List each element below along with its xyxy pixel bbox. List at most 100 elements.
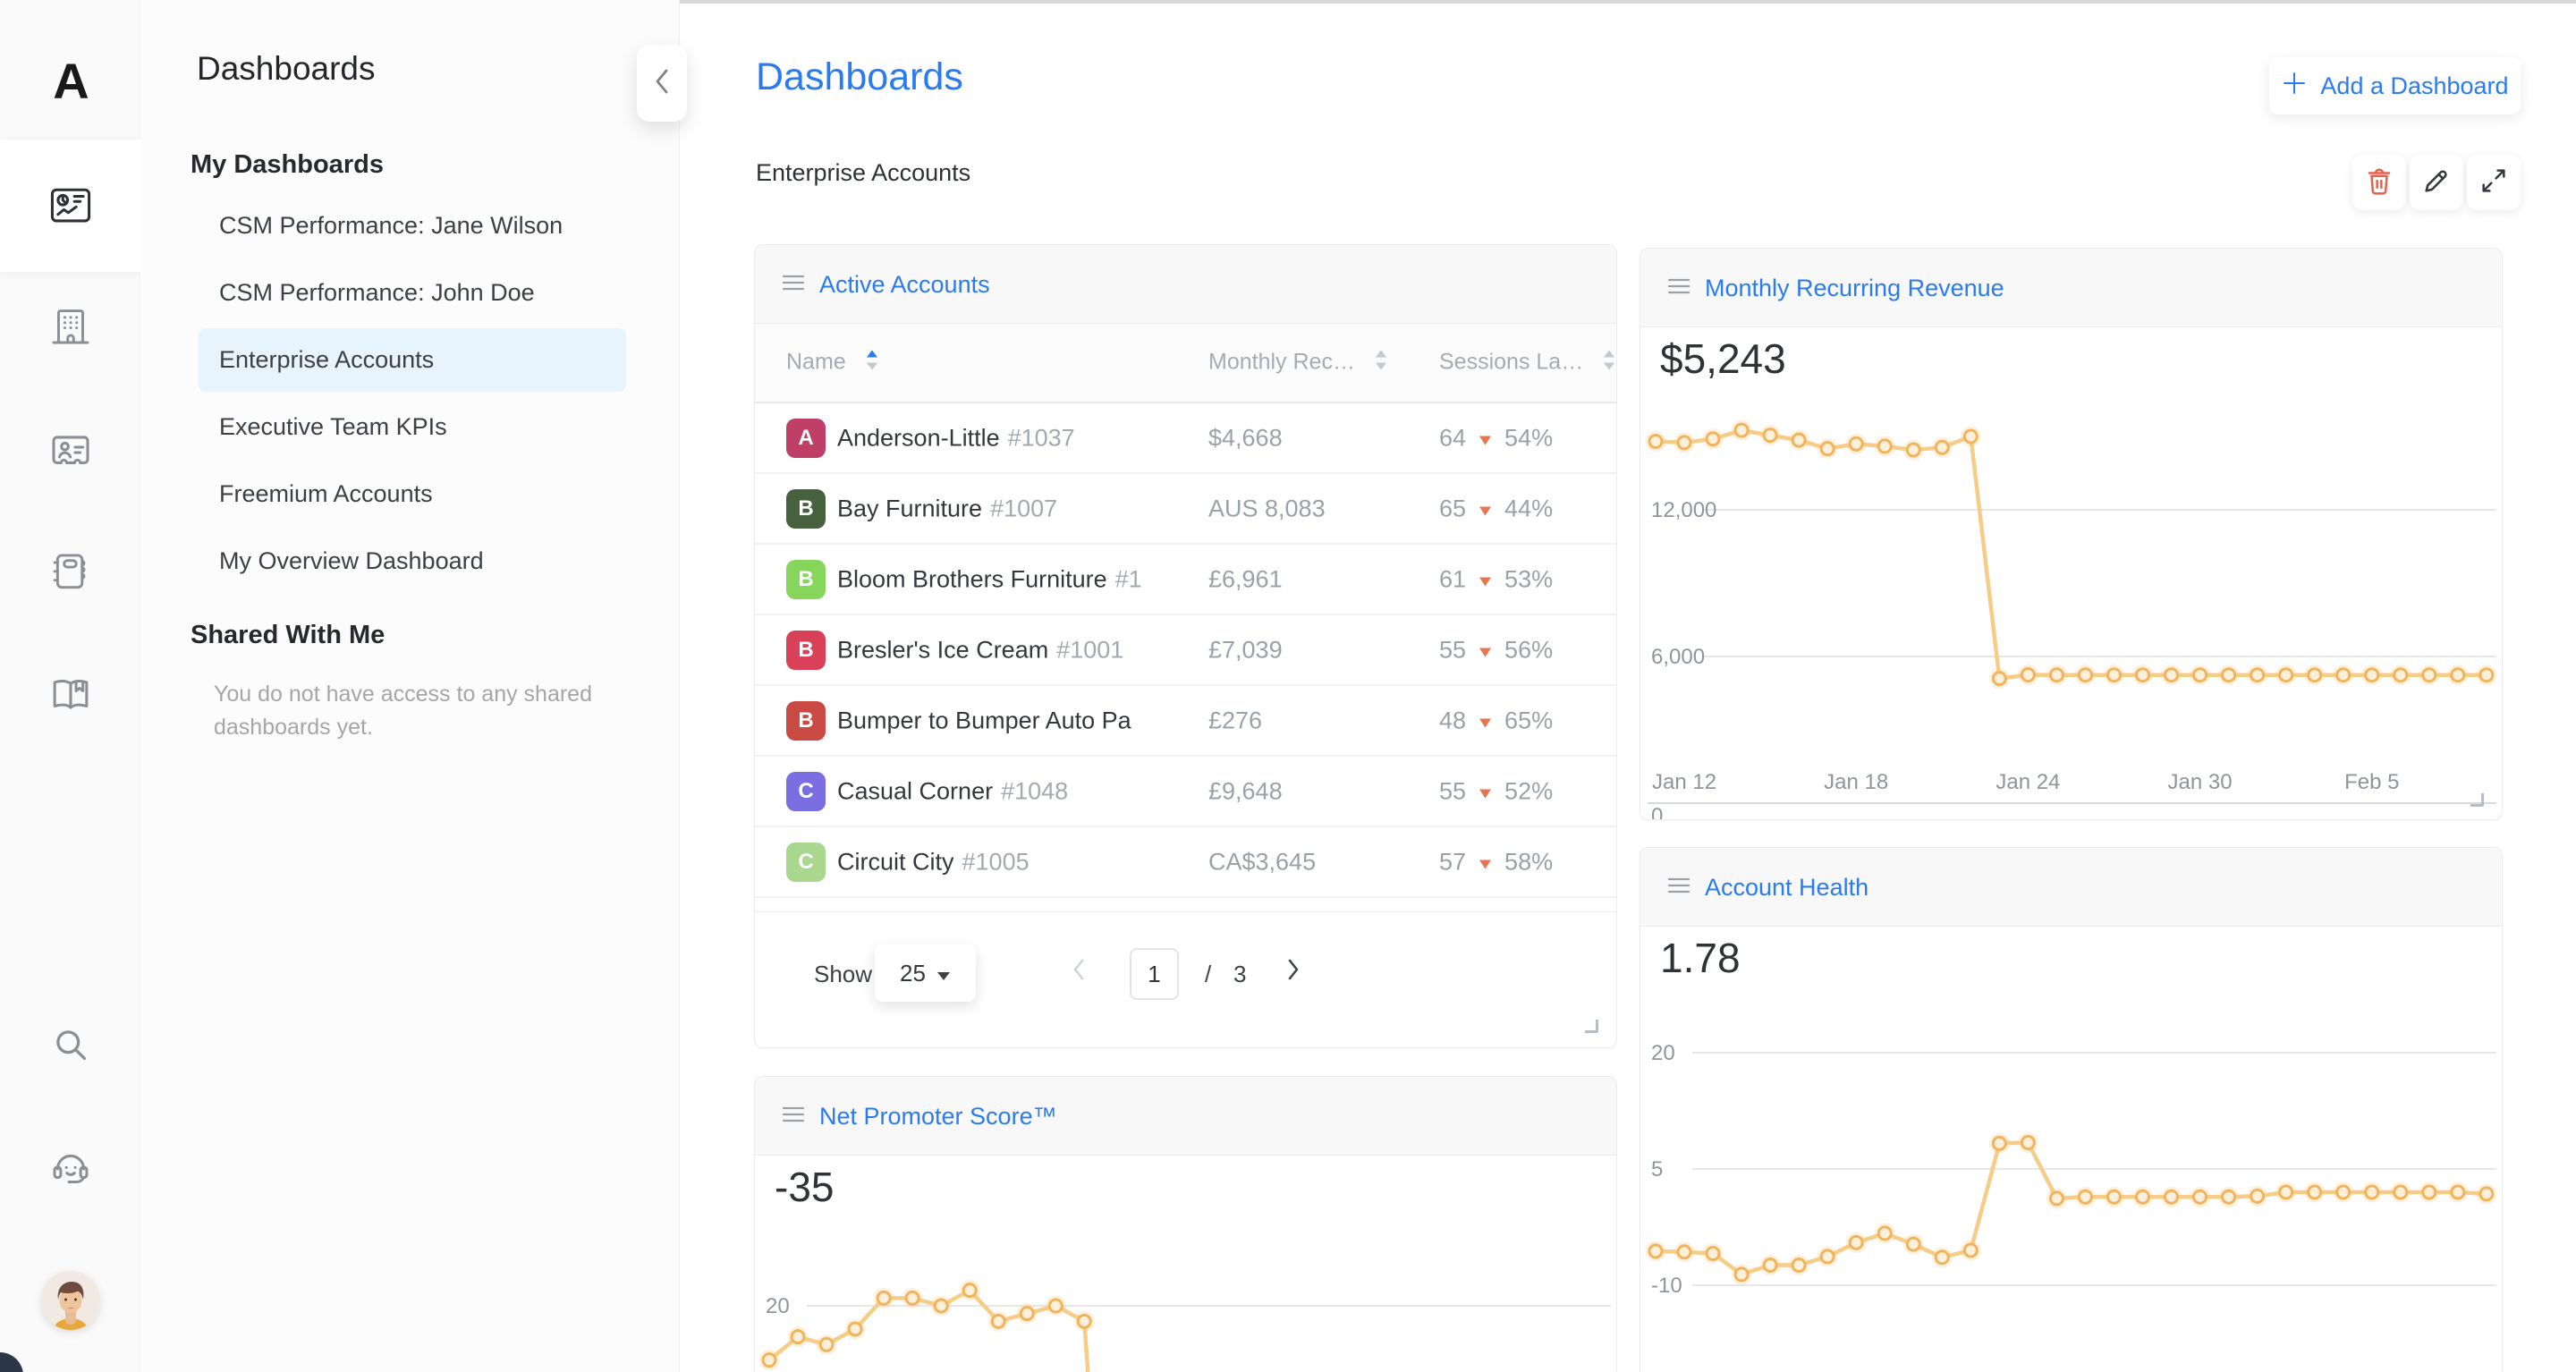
card-title-link[interactable]: Monthly Recurring Revenue [1705, 275, 2004, 302]
collapse-sidebar-button[interactable] [637, 45, 687, 122]
card-title-link[interactable]: Account Health [1705, 874, 1868, 902]
trend-down-icon [1479, 636, 1492, 664]
shared-section-title: Shared With Me [191, 621, 385, 650]
account-sessions: 57 58% [1439, 848, 1553, 876]
current-page-input[interactable]: 1 [1130, 948, 1179, 1000]
svg-text:Jan 30: Jan 30 [2168, 770, 2233, 794]
column-header-name[interactable]: Name [786, 348, 879, 377]
chat-launcher[interactable] [0, 1352, 23, 1372]
sidebar-item-playbooks[interactable] [0, 543, 140, 600]
account-mrr: AUS 8,083 [1208, 495, 1326, 522]
svg-text:-10: -10 [1651, 1274, 1682, 1298]
sidebar-item-contacts[interactable] [0, 421, 140, 479]
expand-icon [2479, 166, 2508, 199]
dashboards-icon [50, 188, 91, 224]
column-header-mrr[interactable]: Monthly Rec… [1208, 348, 1388, 377]
account-name: Bresler's Ice Cream [837, 636, 1048, 663]
expand-dashboard-button[interactable] [2467, 155, 2521, 210]
avatar-letter: C [798, 779, 813, 804]
account-sessions: 64 54% [1439, 424, 1553, 452]
avatar-letter: A [798, 426, 813, 451]
account-name: Bloom Brothers Furniture [837, 565, 1107, 592]
page-size-select[interactable]: 25 [875, 944, 976, 1002]
sidebar-dashboard-item[interactable]: My Overview Dashboard [140, 528, 680, 595]
card-resize-handle[interactable] [1585, 1020, 1598, 1033]
app-logo[interactable]: A [0, 52, 140, 110]
card-title-link[interactable]: Net Promoter Score™ [819, 1103, 1057, 1131]
search-button[interactable] [0, 1016, 140, 1073]
drag-handle-icon[interactable] [782, 1105, 805, 1129]
drag-handle-icon[interactable] [1667, 876, 1690, 900]
knowledge-icon [50, 678, 91, 712]
nps-card: Net Promoter Score™ -35 20 [754, 1076, 1617, 1372]
edit-dashboard-button[interactable] [2410, 155, 2463, 210]
drag-handle-icon[interactable] [782, 273, 805, 297]
account-id: #1037 [1008, 424, 1075, 451]
support-icon [50, 1148, 91, 1188]
avatar-letter: B [798, 567, 813, 592]
next-page-button[interactable] [1284, 957, 1302, 987]
account-avatar: C [786, 843, 826, 882]
account-avatar: B [786, 560, 826, 599]
trend-down-icon [1479, 565, 1492, 593]
account-id: #1001 [1056, 636, 1123, 663]
table-row[interactable]: C Circuit City#1005 CA$3,645 57 58% [755, 827, 1616, 898]
column-header-sessions[interactable]: Sessions La… [1439, 348, 1616, 377]
user-avatar[interactable] [41, 1271, 100, 1330]
show-label: Show [814, 961, 872, 988]
delete-dashboard-button[interactable] [2352, 155, 2406, 210]
table-row[interactable]: C CompuAdd#1046 £8,078 [755, 898, 1616, 911]
account-mrr: £6,961 [1208, 565, 1283, 593]
account-sessions: 55 52% [1439, 777, 1553, 805]
sidebar-dashboard-item[interactable]: CSM Performance: John Doe [140, 259, 680, 326]
table-row[interactable]: B Bumper to Bumper Auto Pa £276 48 65% [755, 686, 1616, 757]
icon-rail: A [0, 0, 140, 1372]
avatar-letter: C [798, 850, 813, 875]
add-dashboard-label: Add a Dashboard [2320, 72, 2508, 100]
table-row[interactable]: B Bloom Brothers Furniture#1 £6,961 61 5… [755, 545, 1616, 615]
playbooks-icon [51, 553, 90, 590]
svg-text:Jan 18: Jan 18 [1824, 770, 1888, 794]
svg-text:20: 20 [1651, 1041, 1675, 1065]
card-title-link[interactable]: Active Accounts [819, 271, 990, 299]
table-row[interactable]: A Anderson-Little#1037 $4,668 64 54% [755, 403, 1616, 474]
account-avatar: B [786, 701, 826, 741]
nps-chart: 20 [755, 1156, 1617, 1372]
account-avatar: A [786, 419, 826, 458]
account-id: #1007 [990, 495, 1057, 521]
previous-page-button[interactable] [1070, 957, 1088, 987]
support-button[interactable] [0, 1139, 140, 1197]
search-icon [51, 1025, 90, 1064]
svg-text:12,000: 12,000 [1651, 498, 1716, 522]
sidebar-item-dashboards[interactable] [0, 177, 140, 234]
sidebar-dashboard-item[interactable]: Freemium Accounts [140, 461, 680, 528]
svg-text:Feb 5: Feb 5 [2344, 770, 2399, 794]
card-resize-handle[interactable] [2470, 793, 2484, 807]
account-sessions: 61 53% [1439, 565, 1553, 593]
sidebar-dashboard-item[interactable]: Executive Team KPIs [140, 394, 680, 461]
app-root: A [0, 0, 2576, 1372]
sidebar-item-accounts[interactable] [0, 299, 140, 356]
account-name: Casual Corner [837, 777, 993, 804]
account-avatar: B [786, 489, 826, 529]
trend-down-icon [1479, 495, 1492, 522]
my-dashboards-list: CSM Performance: Jane WilsonCSM Performa… [140, 192, 680, 595]
chevron-left-icon [650, 66, 674, 101]
svg-text:Jan 12: Jan 12 [1652, 770, 1716, 794]
accounts-icon [51, 309, 90, 346]
drag-handle-icon[interactable] [1667, 276, 1690, 301]
account-health-card: Account Health 1.78 205-10 [1640, 847, 2503, 1372]
sidebar-item-knowledge[interactable] [0, 666, 140, 724]
plus-icon [2281, 70, 2308, 103]
trend-down-icon [1479, 424, 1492, 452]
account-mrr: CA$3,645 [1208, 848, 1316, 876]
account-mrr: £276 [1208, 707, 1262, 734]
sidebar-dashboard-item[interactable]: Enterprise Accounts [140, 326, 680, 394]
svg-text:20: 20 [766, 1294, 790, 1318]
sidebar-dashboard-item[interactable]: CSM Performance: Jane Wilson [140, 192, 680, 259]
table-row[interactable]: C Casual Corner#1048 £9,648 55 52% [755, 757, 1616, 827]
table-row[interactable]: B Bresler's Ice Cream#1001 £7,039 55 56% [755, 615, 1616, 686]
table-row[interactable]: B Bay Furniture#1007 AUS 8,083 65 44% [755, 474, 1616, 545]
account-avatar: C [786, 772, 826, 811]
add-dashboard-button[interactable]: Add a Dashboard [2269, 57, 2521, 114]
